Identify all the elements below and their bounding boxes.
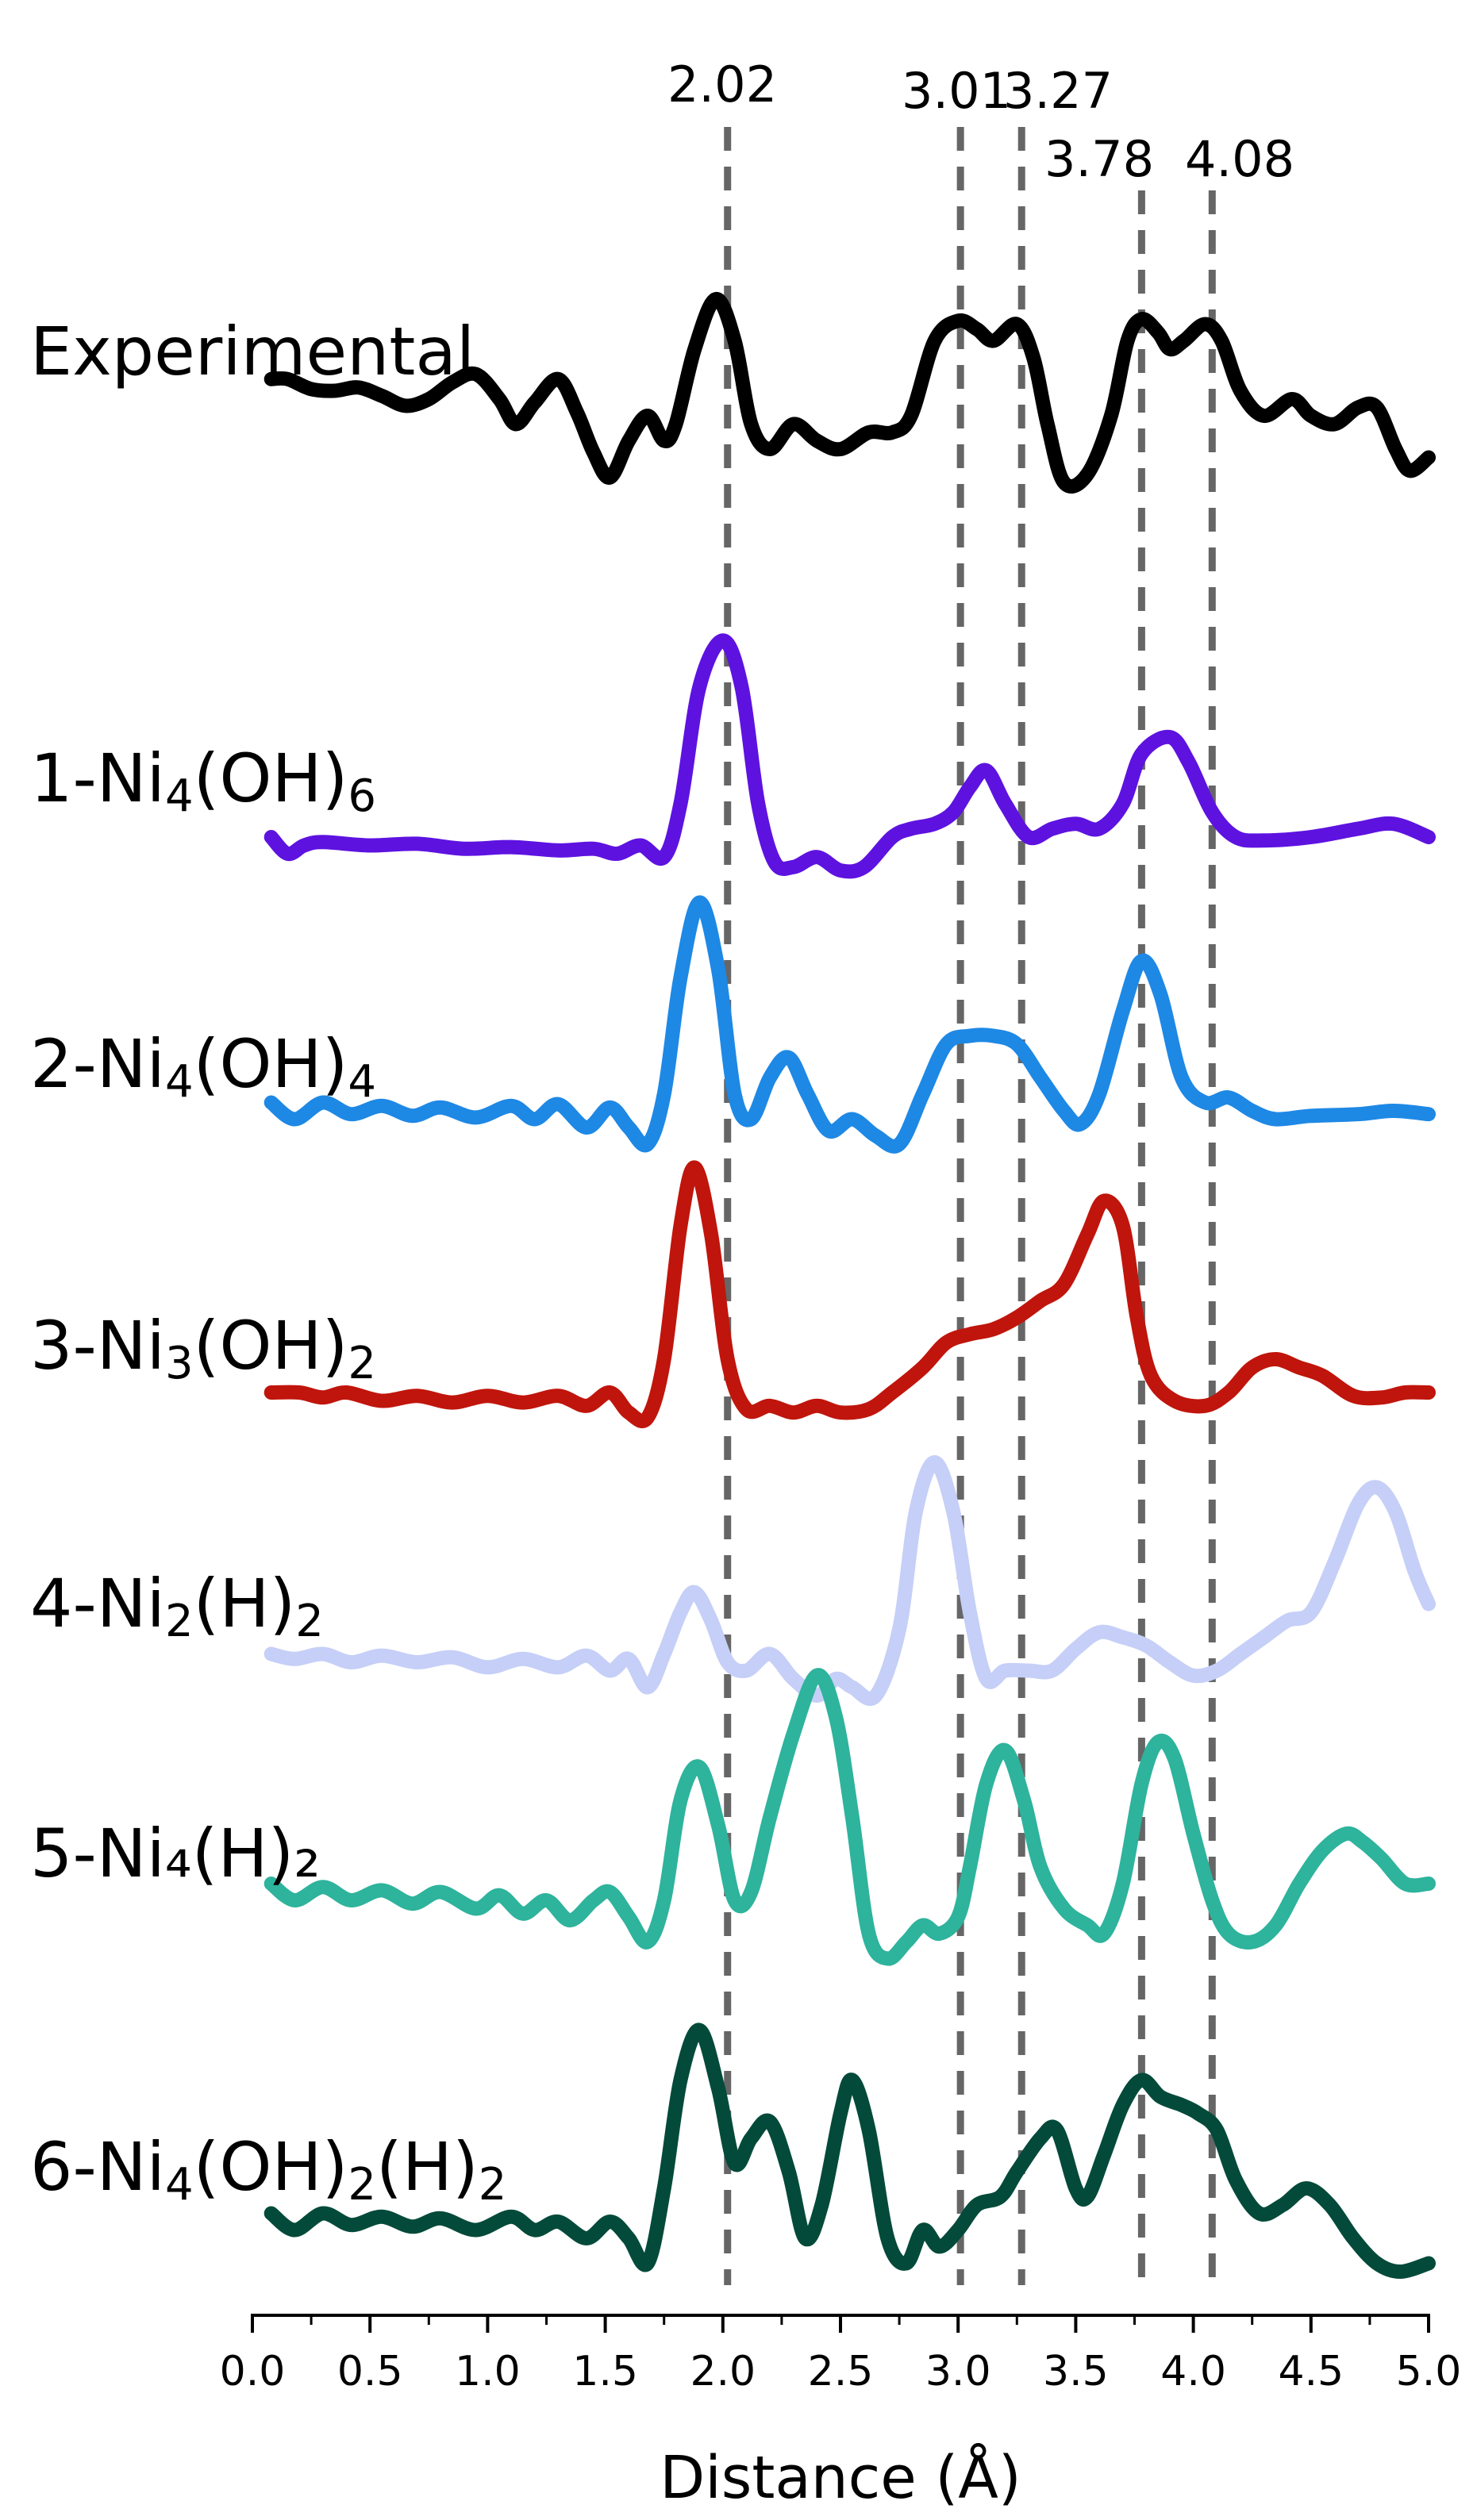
- series-line-6: [263, 1668, 1436, 1966]
- reference-label-3-78: 3.78: [1044, 130, 1154, 188]
- series-line-1: [263, 292, 1436, 494]
- series-label-2: 1-Ni4(OH)6: [30, 739, 376, 822]
- reference-label-3-01: 3.01: [902, 62, 1011, 120]
- series-labels: Experimental 1-Ni4(OH)6 2-Ni4(OH)4 3-Ni3(OH…: [30, 313, 506, 2211]
- series-line-7: [263, 2023, 1436, 2279]
- x-tick-label: 3.5: [1043, 2348, 1109, 2395]
- reference-label-3-27: 3.27: [1003, 62, 1113, 120]
- series-label-1: Experimental: [30, 313, 475, 390]
- series-group: [263, 292, 1436, 2279]
- series-line-4: [263, 1160, 1436, 1428]
- x-tick-label: 0.5: [337, 2348, 403, 2395]
- series-line-3: [263, 895, 1436, 1154]
- series-line-5: [263, 1455, 1436, 1706]
- x-tick-label: 4.5: [1278, 2348, 1344, 2395]
- series-label-4: 3-Ni3(OH)2: [30, 1307, 376, 1389]
- reference-lines: [724, 127, 1216, 2285]
- x-tick-label: 1.5: [572, 2348, 638, 2395]
- series-label-7: 6-Ni4(OH)2(H)2: [30, 2128, 506, 2211]
- series-label-6: 5-Ni₄(H)₂: [30, 1815, 321, 1892]
- x-tick-label: 3.0: [925, 2348, 991, 2395]
- reference-label-4-08: 4.08: [1185, 130, 1294, 188]
- x-tick-label: 4.0: [1160, 2348, 1226, 2395]
- series-label-5: 4-Ni2(H)2: [30, 1565, 324, 1647]
- x-axis-label: Distance (Å): [660, 2442, 1021, 2512]
- x-tick-label: 0.0: [220, 2348, 286, 2395]
- x-tick-label: 2.5: [808, 2348, 874, 2395]
- reference-label-2-02: 2.02: [667, 56, 777, 113]
- x-axis-ticks: 0.0 0.5 1.0 1.5 2.0 2.5 3.0 3.5 4.0 4.5 5.0: [220, 2315, 1462, 2395]
- series-line-2: [263, 633, 1436, 879]
- reference-line-labels: 2.02 3.013.27 3.78 4.08: [667, 56, 1294, 188]
- series-label-3: 2-Ni4(OH)4: [30, 1025, 376, 1108]
- x-tick-label: 5.0: [1396, 2348, 1462, 2395]
- x-axis: 0.0 0.5 1.0 1.5 2.0 2.5 3.0 3.5 4.0 4.5 5.0 Distan…: [220, 2314, 1462, 2512]
- x-tick-label: 1.0: [455, 2348, 521, 2395]
- x-tick-label: 2.0: [690, 2348, 756, 2395]
